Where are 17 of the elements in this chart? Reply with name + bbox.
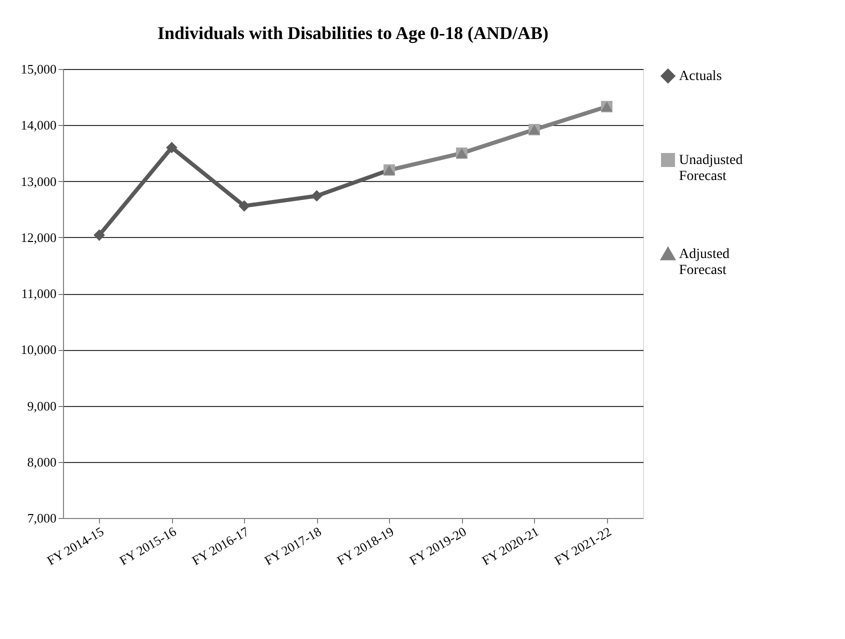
y-tick-label: 14,000 [20, 118, 56, 133]
y-tick-label: 11,000 [21, 286, 56, 301]
point [311, 190, 322, 202]
y-tick-label: 10,000 [20, 342, 56, 358]
y-tick-label: 7,000 [27, 510, 56, 526]
y-tick-label: 9,000 [27, 398, 56, 414]
point [238, 200, 250, 212]
legend-label: Unadjusted Forecast [679, 153, 743, 184]
y-tick-label: 15,000 [20, 62, 56, 76]
point [166, 142, 178, 154]
legend-label: Adjusted Forecast [679, 247, 730, 278]
legend-label: Actuals [679, 69, 722, 84]
y-tick-label: 12,000 [20, 230, 56, 245]
y-tick-label: 8,000 [27, 454, 56, 470]
point [94, 229, 105, 241]
chart-title: Individuals with Disabilities to Age 0-18 (AND/AB) [157, 23, 549, 43]
y-tick-label: 13,000 [20, 174, 56, 189]
